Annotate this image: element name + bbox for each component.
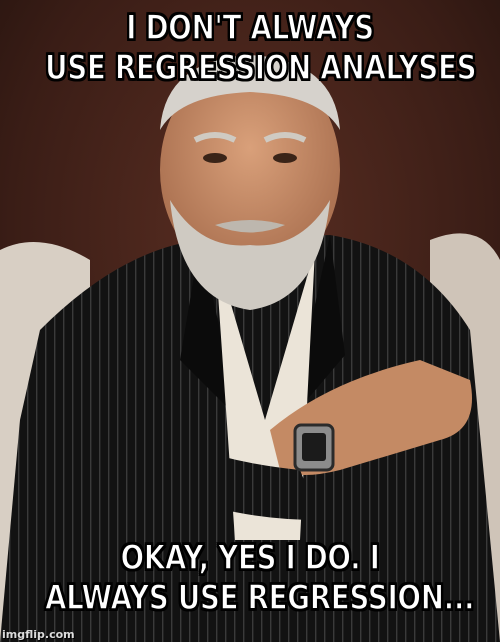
sleeve (130, 420, 320, 520)
face (160, 60, 340, 280)
bottom-caption-line-2: ALWAYS USE REGRESSION... (44, 577, 475, 619)
bottom-caption-line-1: OKAY, YES I DO. I (120, 537, 381, 579)
watermark: imgflip.com (2, 628, 75, 641)
bottom-caption: OKAY, YES I DO. I ALWAYS USE REGRESSION.… (44, 537, 475, 619)
top-caption-line-1: I DON'T ALWAYS (126, 7, 375, 49)
top-caption: I DON'T ALWAYS USE REGRESSION ANALYSES (44, 7, 477, 89)
top-caption-line-2: USE REGRESSION ANALYSES (44, 47, 477, 89)
beard (170, 200, 330, 310)
hair (160, 55, 340, 130)
